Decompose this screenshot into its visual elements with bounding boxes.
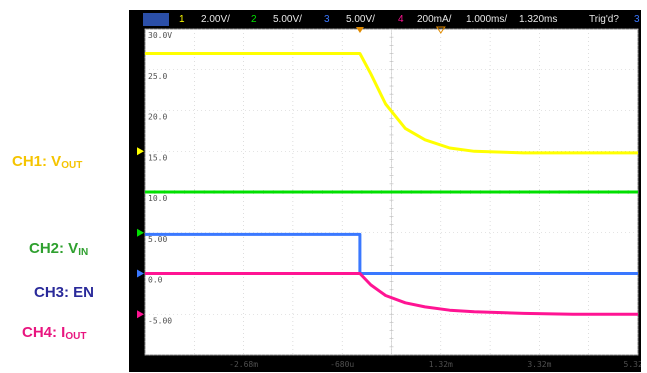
ch3-ground-marker [137,269,144,278]
trigger-marker [355,27,364,33]
ch4-label-sub: OUT [65,331,87,342]
ch3-scale: 5.00V/ [346,14,375,25]
x-tick-label: -680u [330,360,354,369]
ch4-label-prefix: CH4: I [22,324,66,341]
timebase: 1.000ms/ [466,14,508,25]
ch4-scale: 200mA/ [417,14,452,25]
ch3-label: CH3: EN [34,284,94,301]
ch2-scale: 5.00V/ [273,14,302,25]
ch2-label: CH2: VIN [29,240,88,258]
ch4-number: 4 [398,14,404,25]
ch2-number: 2 [251,14,257,25]
ch1-scale: 2.00V/ [201,14,230,25]
x-tick-label: -2.68m [229,360,258,369]
scope-header-bar: 1 2.00V/ 2 5.00V/ 3 5.00V/ 4 200mA/ 1.00… [129,10,641,29]
ch1-number: 1 [179,14,185,25]
y-grid-label: 20.0 [148,113,167,122]
ch2-ground-marker [137,228,144,237]
delay: 1.320ms [519,14,558,25]
y-grid-label: 25.0 [148,72,167,81]
ch3-label-prefix: CH3: EN [34,284,95,301]
y-grid-label: 0.0 [148,276,163,285]
ch2-label-sub: IN [78,247,89,258]
ch1-label-sub: OUT [61,160,83,171]
ch3-number: 3 [324,14,330,25]
x-tick-label: 1.32m [429,360,453,369]
ch4-label: CH4: IOUT [22,324,86,342]
y-grid-label: 15.0 [148,153,167,162]
y-grid-label: -5.00 [148,316,172,325]
ch4-trace [145,272,638,316]
ch3-header-marker: 3 [634,14,640,25]
ch1-label: CH1: VOUT [12,153,82,171]
ch4-ground-marker [137,310,144,319]
y-grid-label: 10.0 [148,194,167,203]
delay-marker [435,26,446,34]
ch1-label-prefix: CH1: V [12,153,62,170]
oscilloscope-screen: 1 2.00V/ 2 5.00V/ 3 5.00V/ 4 200mA/ 1.00… [129,10,641,372]
scope-plot: 30.0V 25.0 20.0 15.0 10.0 5.00 0.0 -5.00 -2.68m -… [137,26,641,369]
y-grid-label: 30.0V [148,31,172,40]
x-tick-label: 5.32ms [624,360,641,369]
ch2-label-prefix: CH2: V [29,240,79,257]
y-grid-label: 5.00 [148,235,167,244]
trigger-status: Trig'd? [589,14,619,25]
ch1-ground-marker [137,147,144,156]
agilent-logo [143,13,169,26]
ch1-trace [145,52,638,155]
x-tick-label: 3.32m [527,360,551,369]
ch3-trace [145,232,638,275]
